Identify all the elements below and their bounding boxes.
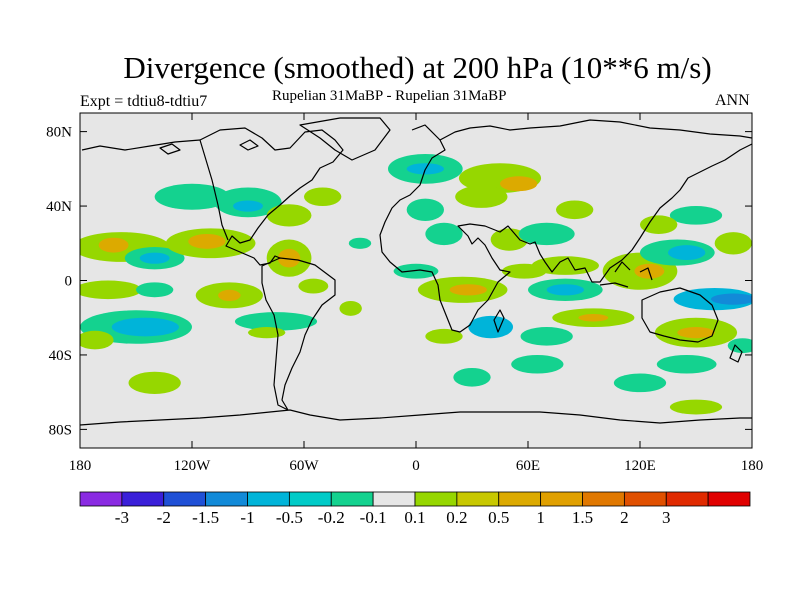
colorbar-label-2: -1.5	[192, 508, 219, 527]
divergence-region-9	[218, 290, 240, 301]
divergence-region-23	[248, 327, 285, 338]
colorbar-swatch-3	[206, 492, 248, 506]
divergence-region-58	[677, 327, 714, 338]
divergence-region-36	[468, 316, 513, 338]
colorbar-swatch-2	[164, 492, 206, 506]
divergence-region-46	[521, 327, 573, 346]
colorbar-label-8: 0.2	[446, 508, 467, 527]
divergence-region-1	[99, 238, 129, 253]
colorbar-label-11: 1.5	[572, 508, 593, 527]
divergence-region-54	[715, 232, 752, 254]
colorbar-swatch-12	[583, 492, 625, 506]
divergence-region-16	[233, 200, 263, 211]
divergence-region-53	[640, 215, 677, 234]
divergence-region-3	[140, 253, 170, 264]
colorbar: -3 -2 -1.5 -1 -0.5 -0.2 -0.1 0.1 0.2 0.5 1 1.5 2 3	[80, 492, 750, 527]
divergence-region-51	[668, 245, 705, 260]
colorbar-swatch-14	[666, 492, 708, 506]
colorbar-swatch-10	[499, 492, 541, 506]
colorbar-label-5: -0.2	[318, 508, 345, 527]
colorbar-label-7: 0.1	[404, 508, 425, 527]
colorbar-label-0: -3	[115, 508, 129, 527]
divergence-region-21	[298, 279, 328, 294]
x-tick-label-0: 180	[69, 458, 92, 474]
colorbar-label-12: 2	[620, 508, 629, 527]
divergence-region-5	[188, 234, 225, 249]
divergence-region-62	[670, 400, 722, 415]
divergence-region-38	[453, 368, 490, 387]
y-tick-label-0: 80N	[46, 125, 72, 141]
colorbar-swatch-8	[415, 492, 457, 506]
colorbar-label-13: 3	[662, 508, 671, 527]
colorbar-swatch-9	[457, 492, 499, 506]
divergence-region-17	[267, 204, 312, 226]
divergence-map-chart: 180120W60W060E120E18080N40N040S80S -3-2-…	[0, 0, 800, 600]
colorbar-swatch-11	[541, 492, 583, 506]
divergence-region-52	[670, 206, 722, 225]
colorbar-label-3: -1	[240, 508, 254, 527]
divergence-region-29	[500, 176, 537, 191]
divergence-region-24	[339, 301, 361, 316]
divergence-region-31	[425, 223, 462, 245]
divergence-region-6	[74, 281, 141, 300]
colorbar-swatch-4	[248, 492, 290, 506]
divergence-region-39	[519, 223, 575, 245]
divergence-region-61	[614, 374, 666, 393]
divergence-region-64	[556, 200, 593, 219]
colorbar-swatch-1	[122, 492, 164, 506]
colorbar-swatch-15	[708, 492, 750, 506]
divergence-region-35	[450, 284, 487, 295]
colorbar-label-4: -0.5	[276, 508, 303, 527]
x-tick-label-1: 120W	[174, 458, 212, 474]
divergence-region-25	[349, 238, 371, 249]
colorbar-swatch-13	[624, 492, 666, 506]
colorbar-label-1: -2	[157, 508, 171, 527]
colorbar-swatch-0	[80, 492, 122, 506]
y-tick-label-1: 40N	[46, 199, 72, 215]
divergence-region-63	[455, 186, 507, 208]
colorbar-swatch-7	[373, 492, 415, 506]
divergence-region-11	[112, 318, 179, 337]
y-tick-label-2: 0	[65, 274, 73, 290]
x-tick-label-3: 0	[412, 458, 420, 474]
colorbar-swatch-5	[289, 492, 331, 506]
y-tick-label-3: 40S	[49, 348, 72, 364]
colorbar-label-10: 1	[536, 508, 545, 527]
divergence-region-59	[657, 355, 717, 374]
x-tick-label-6: 180	[741, 458, 764, 474]
divergence-region-7	[136, 282, 173, 297]
y-tick-label-4: 80S	[49, 422, 72, 438]
divergence-region-13	[129, 372, 181, 394]
divergence-region-18	[304, 187, 341, 206]
x-tick-label-2: 60W	[289, 458, 319, 474]
divergence-region-30	[407, 199, 444, 221]
divergence-region-12	[76, 331, 113, 350]
divergence-region-43	[547, 284, 584, 295]
colorbar-label-9: 0.5	[488, 508, 509, 527]
x-tick-label-5: 120E	[624, 458, 656, 474]
divergence-region-45	[578, 314, 608, 321]
x-tick-label-4: 60E	[516, 458, 540, 474]
divergence-region-56	[711, 294, 756, 305]
colorbar-swatch-6	[331, 492, 373, 506]
colorbar-label-6: -0.1	[360, 508, 387, 527]
divergence-region-47	[511, 355, 563, 374]
